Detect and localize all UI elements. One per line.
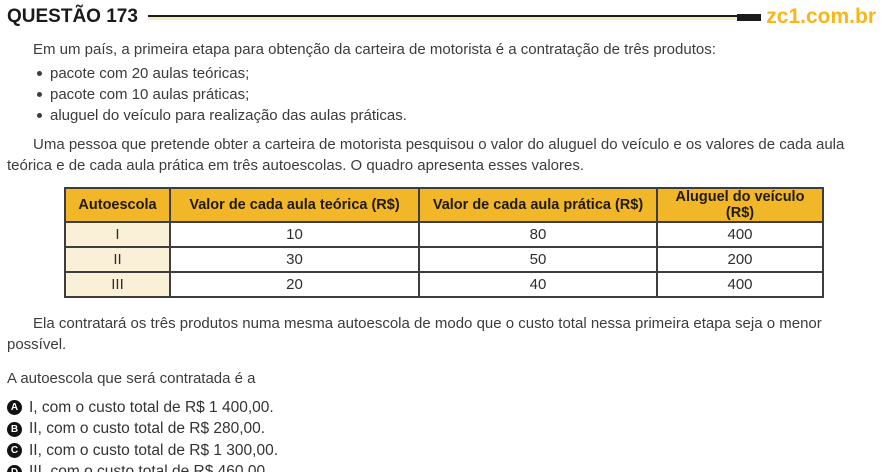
bullet-item: aluguel do veículo para realização das a…	[37, 105, 876, 126]
option-letter-badge: C	[7, 443, 22, 459]
page-header: QUESTÃO 173 zc1.com.br	[7, 4, 876, 30]
table-cell-school: III	[64, 271, 171, 298]
column-header-aluguel: Aluguel do veículo (R$)	[656, 187, 824, 223]
site-logo: zc1.com.br	[766, 5, 876, 28]
table-head: Autoescola Valor de cada aula teórica (R…	[64, 187, 824, 223]
option-text: I, com o custo total de R$ 1 400,00.	[29, 398, 274, 416]
product-bullet-list: pacote com 20 aulas teóricas; pacote com…	[37, 63, 876, 126]
table-cell: 30	[169, 246, 420, 273]
option-b[interactable]: B II, com o custo total de R$ 280,00.	[7, 419, 876, 441]
column-header-pratica: Valor de cada aula prática (R$)	[418, 187, 658, 223]
column-header-teorica: Valor de cada aula teórica (R$)	[169, 187, 420, 223]
table-cell: 80	[418, 221, 658, 248]
table-cell-school: II	[64, 246, 171, 273]
option-letter-badge: D	[7, 464, 22, 472]
option-text: III, com o custo total de R$ 460,00.	[29, 463, 270, 472]
context-paragraph: Uma pessoa que pretende obter a carteira…	[7, 136, 845, 174]
option-letter-badge: A	[7, 400, 22, 416]
header-rule	[147, 14, 738, 20]
table-cell: 400	[656, 271, 824, 298]
table-cell: 400	[656, 221, 824, 248]
question-number: QUESTÃO 173	[7, 6, 138, 27]
option-a[interactable]: A I, com o custo total de R$ 1 400,00.	[7, 397, 876, 419]
table-cell-school: I	[64, 221, 171, 248]
option-c[interactable]: C II, com o custo total de R$ 1 300,00.	[7, 440, 876, 462]
table-row: II 30 50 200	[64, 246, 824, 273]
table-cell: 200	[656, 246, 824, 273]
column-header-autoescola: Autoescola	[64, 187, 171, 223]
intro-paragraph: Em um país, a primeira etapa para obtenç…	[33, 41, 716, 58]
bullet-item: pacote com 20 aulas teóricas;	[37, 63, 876, 84]
table-header-row: Autoescola Valor de cada aula teórica (R…	[64, 187, 824, 223]
option-text: II, com o custo total de R$ 280,00.	[29, 420, 266, 438]
header-rule-end	[737, 13, 762, 21]
table-cell: 40	[418, 271, 658, 298]
option-text: II, com o custo total de R$ 1 300,00.	[29, 441, 279, 459]
table-body: I 10 80 400 II 30 50 200 III 20 40 400	[64, 221, 824, 298]
table-row: III 20 40 400	[64, 271, 824, 298]
table-cell: 50	[418, 246, 658, 273]
bullet-item: pacote com 10 aulas práticas;	[37, 84, 876, 105]
option-letter-badge: B	[7, 421, 22, 437]
answer-options: A I, com o custo total de R$ 1 400,00. B…	[7, 397, 876, 472]
table-row: I 10 80 400	[64, 221, 824, 248]
table-cell: 10	[169, 221, 420, 248]
values-table: Autoescola Valor de cada aula teórica (R…	[64, 187, 824, 298]
condition-paragraph: Ela contratará os três produtos numa mes…	[7, 315, 822, 353]
question-stem: A autoescola que será contratada é a	[7, 370, 256, 387]
option-d[interactable]: D III, com o custo total de R$ 460,00.	[7, 462, 876, 472]
table-cell: 20	[169, 271, 420, 298]
